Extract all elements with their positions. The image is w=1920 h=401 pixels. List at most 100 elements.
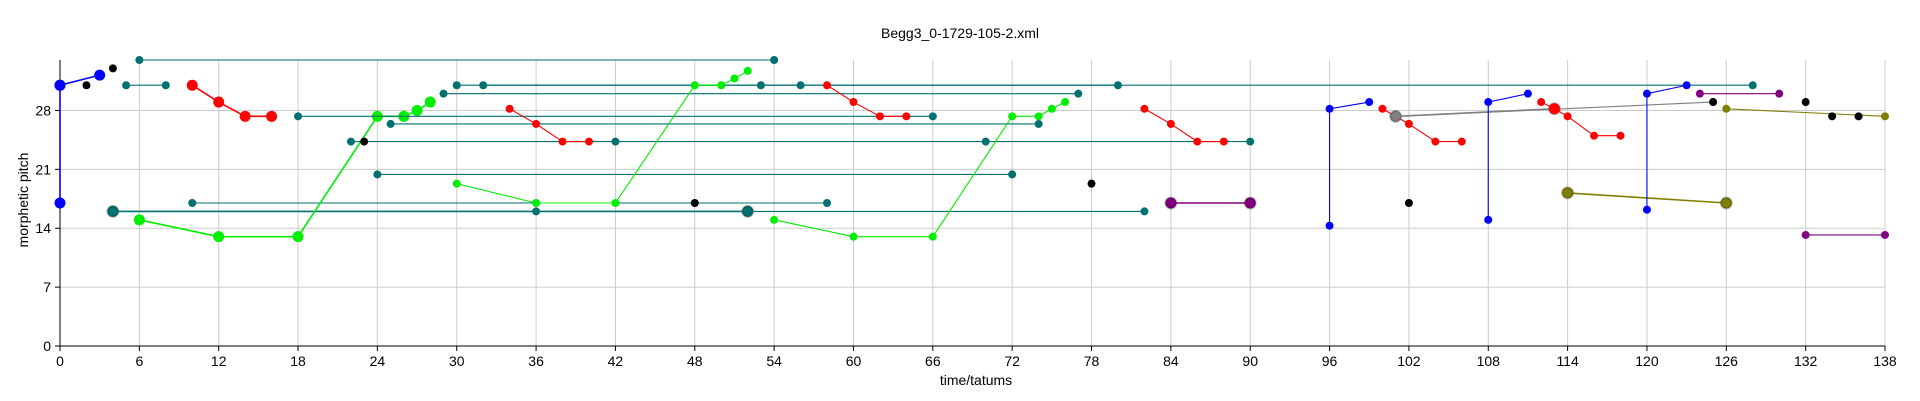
data-point [1404, 199, 1413, 207]
data-point [1642, 205, 1651, 214]
x-tick-label: 0 [56, 353, 64, 369]
data-point [1563, 112, 1572, 121]
series-purple [1164, 196, 1257, 210]
data-point [690, 81, 699, 90]
data-point [1881, 230, 1889, 239]
data-point [161, 81, 170, 90]
series-red [505, 104, 593, 146]
data-point [294, 112, 303, 121]
series-teal [346, 137, 1255, 146]
data-point [928, 112, 937, 121]
series-purple [1695, 89, 1784, 98]
data-point [82, 81, 91, 90]
data-point [133, 214, 145, 226]
series-line [1487, 93, 1529, 220]
series-line [1144, 108, 1224, 143]
series-line [59, 74, 100, 87]
x-tick-label: 108 [1477, 353, 1501, 369]
data-point [1325, 104, 1334, 113]
data-point [730, 74, 739, 83]
data-point [1801, 230, 1810, 239]
data-point [1047, 104, 1056, 113]
data-point [386, 119, 395, 128]
x-tick-label: 54 [766, 353, 782, 369]
series-teal [756, 81, 765, 90]
data-point [1722, 104, 1731, 113]
data-point [1881, 112, 1889, 121]
x-tick-label: 114 [1556, 353, 1579, 369]
data-point [1325, 221, 1334, 230]
data-point [1616, 131, 1625, 140]
series-red [1140, 104, 1228, 146]
data-point [94, 69, 106, 81]
data-point [532, 207, 541, 216]
series-teal [611, 137, 620, 146]
data-point [1775, 89, 1784, 98]
data-point [135, 56, 144, 64]
data-point [1828, 112, 1837, 121]
data-point [122, 81, 131, 90]
data-point [796, 81, 805, 90]
data-point [770, 56, 779, 64]
data-point [1854, 112, 1863, 121]
series-blue [1484, 89, 1532, 224]
x-axis-label: time/tatums [940, 372, 1012, 388]
series-teal [188, 199, 832, 207]
data-point [1246, 137, 1255, 146]
series-red [186, 79, 278, 122]
data-point [439, 89, 448, 98]
data-point [1484, 215, 1493, 224]
series-teal [294, 112, 937, 121]
series-black [1828, 112, 1837, 121]
axis-layer: 0 6 12 18 24 30 36 42 48 54 60 66 72 78 84 90 96 102 108 11… [35, 60, 1897, 369]
x-tick-label: 84 [1163, 353, 1179, 369]
data-point [1164, 196, 1178, 210]
data-point [770, 215, 779, 224]
series-red [823, 81, 911, 121]
x-tick-label: 102 [1397, 353, 1421, 369]
data-point [1719, 196, 1733, 210]
series-line [509, 108, 589, 143]
data-point [452, 81, 461, 90]
data-point [239, 110, 251, 122]
x-tick-label: 78 [1084, 353, 1100, 369]
x-tick-label: 30 [449, 353, 465, 369]
data-point [213, 231, 225, 243]
data-point [1140, 104, 1149, 113]
series-line [191, 84, 272, 118]
series-teal [439, 89, 1083, 98]
data-point [373, 170, 382, 179]
y-axis-label: morphetic pitch [15, 153, 31, 248]
data-point [584, 137, 593, 146]
data-point [213, 96, 225, 108]
series-teal [981, 137, 990, 146]
data-point [1695, 89, 1704, 98]
data-point [188, 199, 197, 207]
data-point [558, 137, 567, 146]
series-black [1801, 98, 1810, 107]
series-blue [1325, 98, 1374, 230]
data-point [1642, 89, 1651, 98]
data-point [823, 81, 832, 90]
series-blue [1642, 81, 1691, 214]
series-teal [386, 119, 1043, 128]
data-point [1801, 98, 1810, 107]
data-point [292, 231, 304, 243]
x-tick-label: 72 [1004, 353, 1020, 369]
series-black [108, 64, 117, 73]
data-point [424, 96, 436, 108]
series-green [770, 98, 1070, 241]
data-point [902, 112, 911, 121]
series-teal [373, 170, 1017, 179]
series-teal [135, 56, 779, 64]
data-point [108, 207, 117, 216]
data-point [1008, 170, 1017, 179]
data-point [1365, 98, 1374, 107]
data-point [1061, 98, 1070, 107]
y-tick-label: 14 [35, 220, 51, 236]
x-tick-label: 132 [1794, 353, 1818, 369]
series-line [456, 70, 748, 204]
data-point [1682, 81, 1691, 90]
series-teal [796, 81, 805, 90]
